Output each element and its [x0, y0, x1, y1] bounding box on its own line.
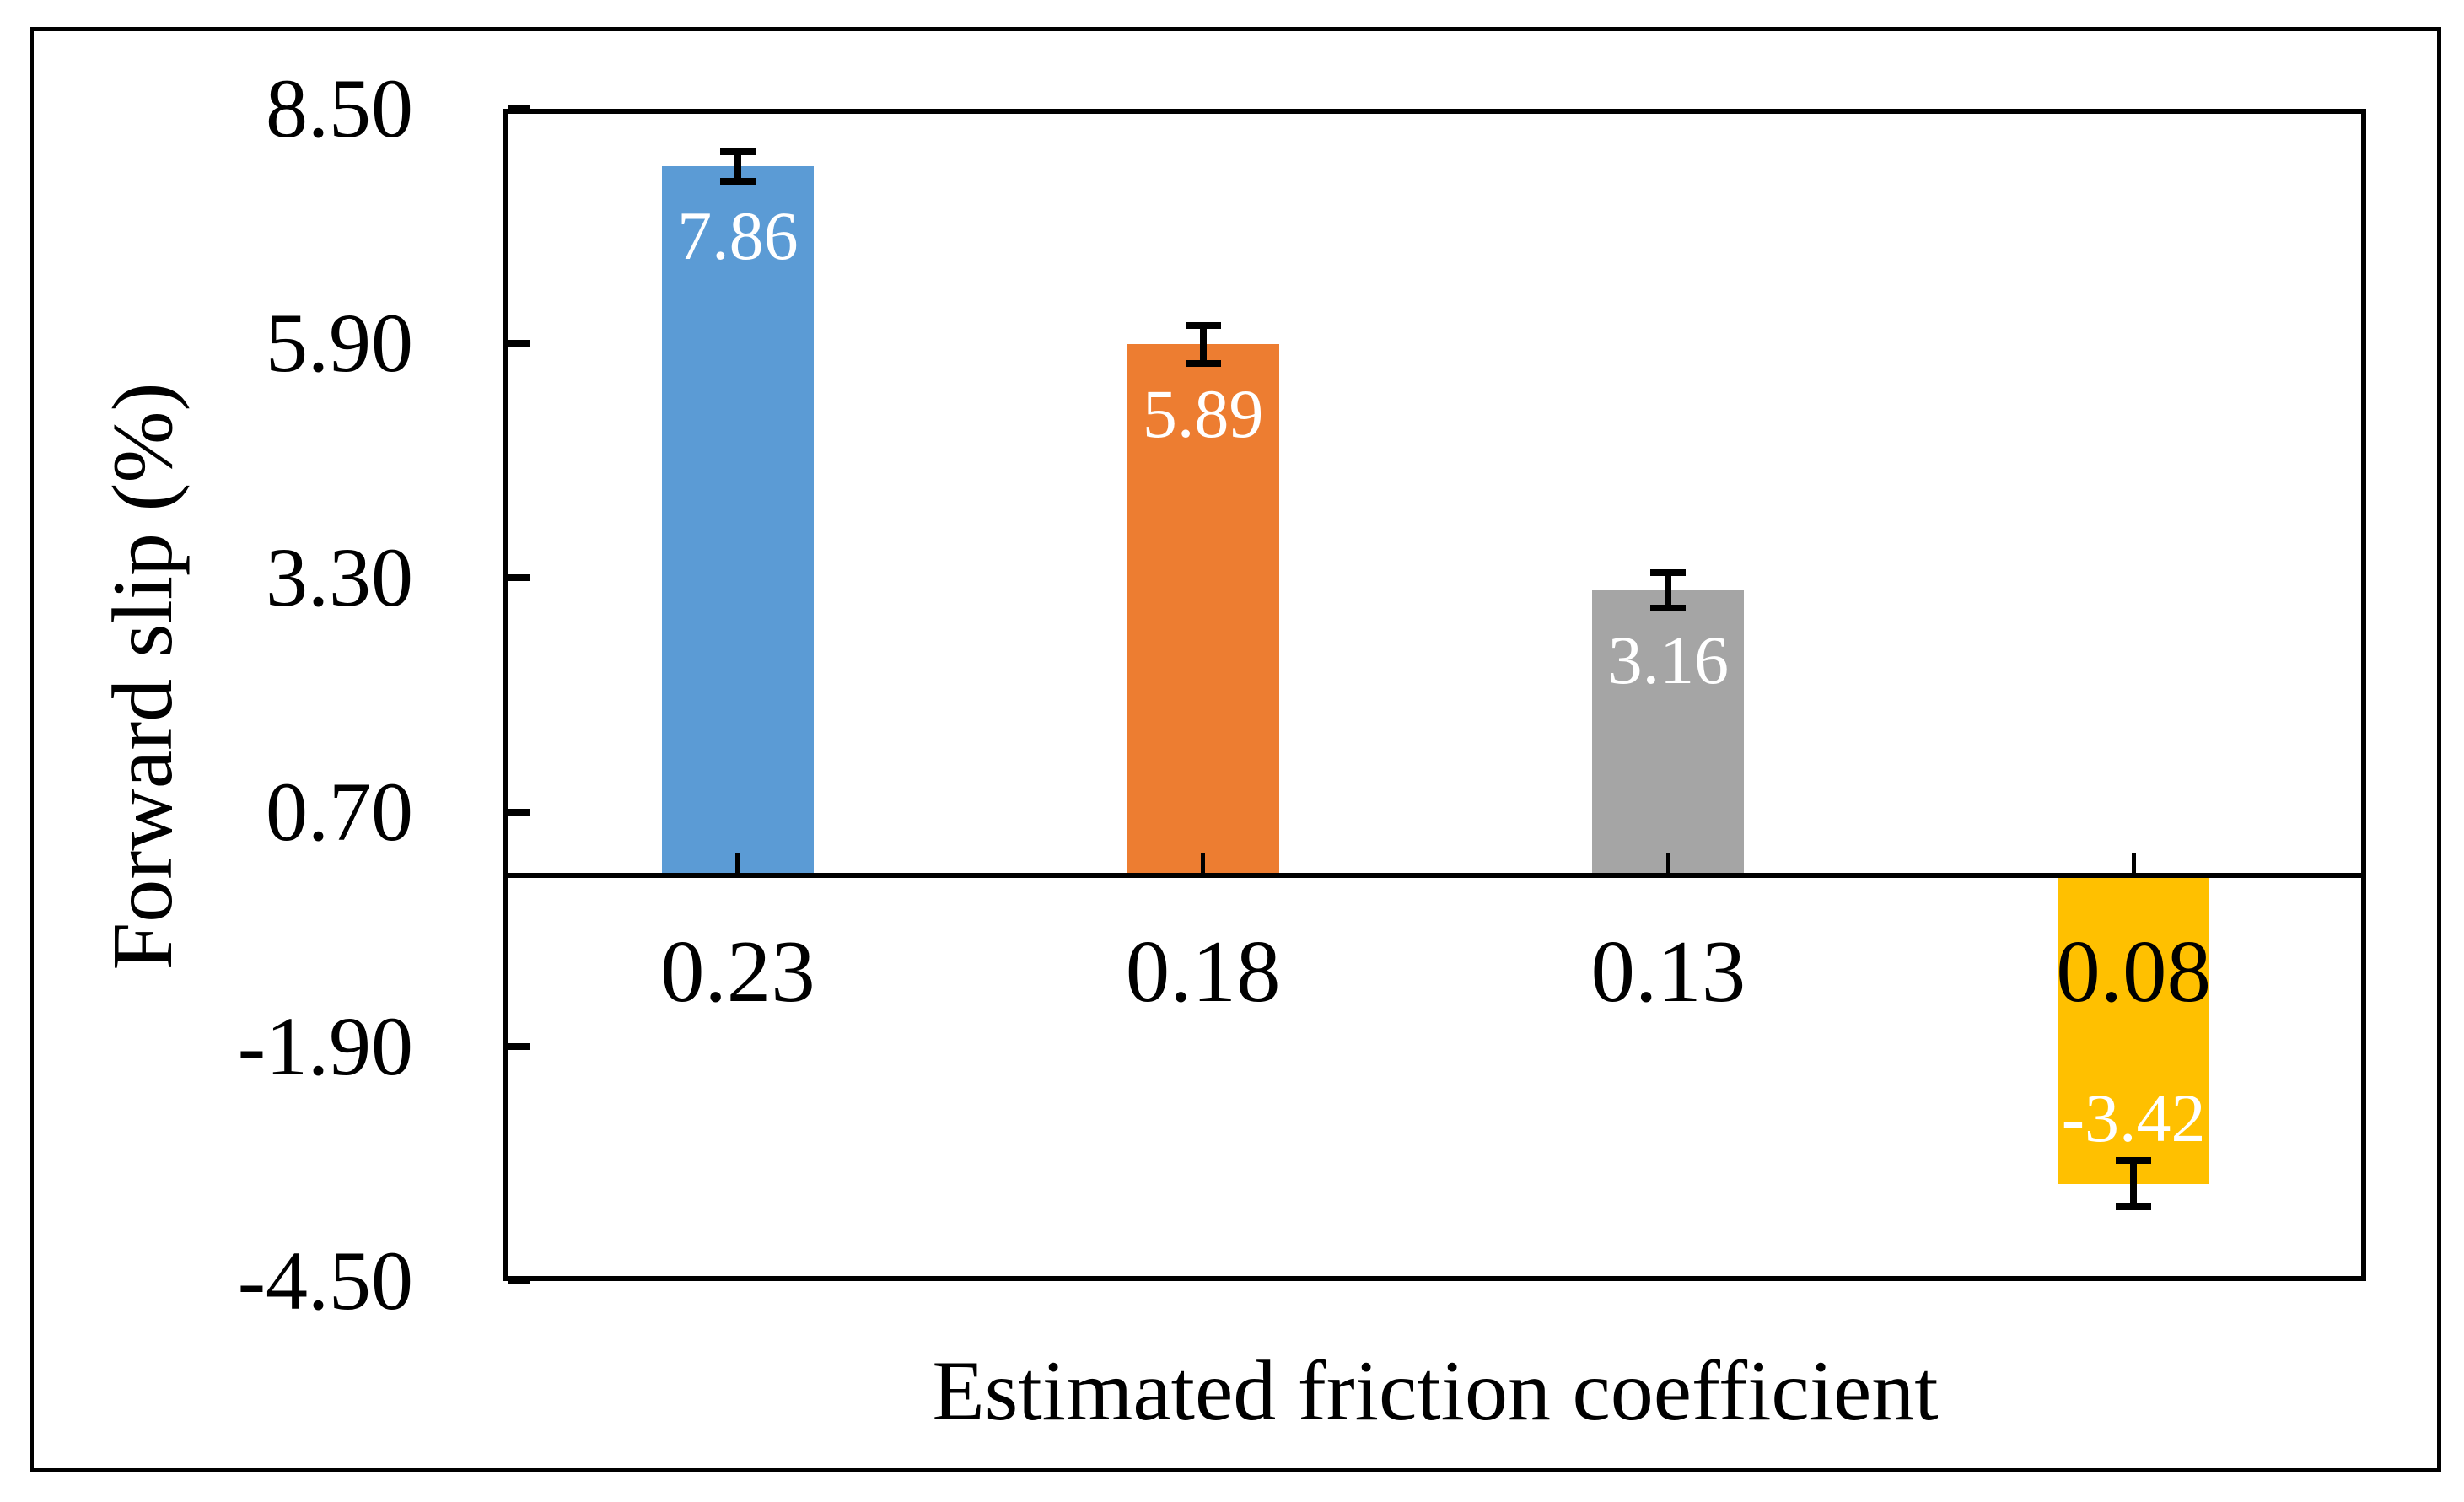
y-tick-label: 5.90	[266, 296, 413, 390]
y-tick-mark	[508, 1043, 530, 1050]
error-bar-bottom-cap	[2116, 1203, 2152, 1211]
x-category-tick	[1665, 853, 1670, 878]
y-axis-line	[503, 109, 508, 1281]
y-tick-label: 3.30	[266, 530, 413, 624]
y-tick-mark	[508, 574, 530, 581]
error-bar-top-cap	[2116, 1156, 2152, 1164]
bar-0.18	[1127, 344, 1279, 875]
y-tick-mark	[508, 1278, 530, 1284]
error-bar-top-cap	[719, 148, 756, 156]
y-tick-mark	[508, 809, 530, 816]
x-category-label: 0.18	[1125, 922, 1281, 1020]
y-axis-title: Forward slip (%)	[95, 382, 191, 971]
error-bar-line	[734, 152, 741, 181]
bar-value-label: -3.42	[2061, 1079, 2206, 1156]
bar-value-label: 5.89	[1142, 375, 1264, 453]
y-tick-mark	[508, 105, 530, 112]
plot-area-border	[505, 109, 2366, 1281]
error-bar-top-cap	[1650, 568, 1687, 576]
outer-frame	[30, 27, 2441, 1472]
x-category-label: 0.23	[660, 922, 815, 1020]
error-bar-line	[2130, 1160, 2138, 1208]
y-tick-label: -4.50	[237, 1234, 413, 1327]
y-tick-label: 8.50	[266, 62, 413, 155]
bar-0.23	[661, 166, 814, 875]
error-bar-bottom-cap	[719, 177, 756, 185]
bar-0.08	[2058, 875, 2210, 1184]
bar-value-label: 3.16	[1607, 621, 1730, 698]
x-axis-zero-line	[505, 873, 2366, 878]
bar-0.13	[1592, 589, 1745, 875]
x-category-tick	[1201, 853, 1206, 878]
y-tick-label: 0.70	[266, 765, 413, 859]
error-bar-line	[1665, 572, 1672, 609]
bar-value-label: 7.86	[677, 197, 799, 275]
x-axis-title: Estimated friction coefficient	[932, 1343, 1939, 1439]
x-category-label: 0.13	[1590, 922, 1746, 1020]
error-bar-line	[1199, 325, 1207, 363]
error-bar-top-cap	[1185, 321, 1221, 329]
y-tick-mark	[508, 340, 530, 347]
error-bar-bottom-cap	[1185, 359, 1221, 367]
x-category-label: 0.08	[2056, 922, 2211, 1020]
x-category-tick	[2131, 853, 2136, 878]
x-category-tick	[735, 853, 740, 878]
error-bar-bottom-cap	[1650, 605, 1687, 612]
y-tick-label: -1.90	[237, 999, 413, 1093]
